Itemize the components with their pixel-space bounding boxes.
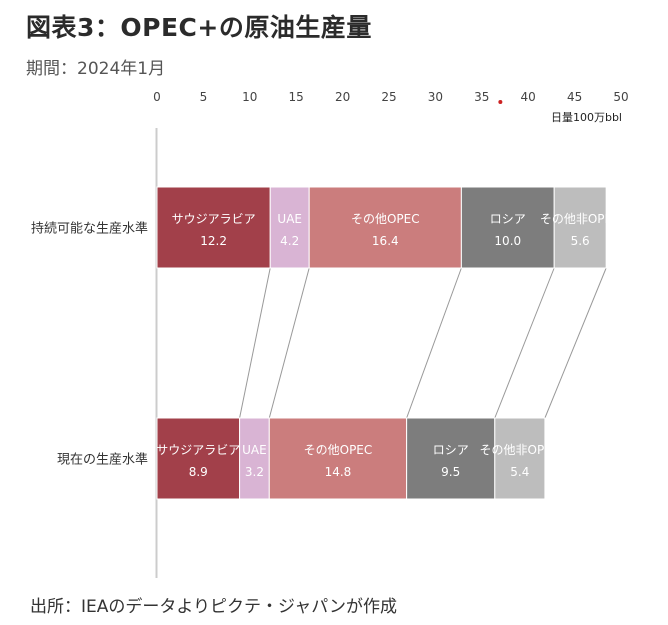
segment-name-label: UAE — [242, 443, 267, 457]
category-label: 現在の生産水準 — [57, 452, 148, 468]
bar-segment — [308, 186, 462, 269]
highlight-dot — [498, 100, 503, 104]
bar-segment — [494, 417, 546, 500]
segment-value-label: 8.9 — [189, 465, 208, 479]
category-label: 持続可能な生産水準 — [31, 221, 148, 237]
chart-source: 出所：IEAのデータよりピクテ・ジャパンが作成 — [30, 597, 398, 617]
bar-segment — [156, 186, 271, 269]
x-tick-label: 15 — [289, 90, 304, 104]
segment-name-label: その他非OPEC — [540, 212, 621, 226]
x-tick-label: 50 — [613, 90, 628, 104]
x-tick-label: 45 — [567, 90, 582, 104]
x-tick-label: 5 — [200, 90, 208, 104]
segment-value-label: 12.2 — [200, 234, 227, 248]
connector-line — [239, 267, 271, 419]
axis-unit-label: 日量100万bbl — [551, 111, 622, 124]
chart-title: 図表3：OPEC+の原油生産量 — [26, 13, 372, 42]
connector-line — [494, 267, 555, 419]
segment-name-label: ロシア — [490, 212, 526, 226]
bar-segment — [460, 186, 555, 269]
connector-line — [544, 267, 607, 419]
bar-segment — [239, 417, 270, 500]
bar-segment — [406, 417, 496, 500]
segment-name-label: その他OPEC — [351, 212, 420, 226]
x-tick-label: 25 — [381, 90, 396, 104]
bar-segment — [269, 186, 310, 269]
chart-period: 期間：2024年1月 — [26, 59, 166, 79]
x-tick-label: 35 — [474, 90, 489, 104]
segment-value-label: 5.6 — [571, 234, 590, 248]
x-tick-label: 20 — [335, 90, 350, 104]
segment-name-label: サウジアラビア — [156, 443, 240, 457]
segment-name-label: UAE — [277, 212, 302, 226]
segment-value-label: 10.0 — [494, 234, 521, 248]
segment-value-label: 16.4 — [372, 234, 399, 248]
segment-name-label: その他OPEC — [304, 443, 373, 457]
bar-segment — [156, 417, 241, 500]
bar-segment — [268, 417, 408, 500]
segment-value-label: 4.2 — [280, 234, 299, 248]
x-tick-label: 30 — [428, 90, 443, 104]
connector-line — [268, 267, 310, 419]
segment-value-label: 5.4 — [510, 465, 529, 479]
segment-value-label: 3.2 — [245, 465, 264, 479]
segment-name-label: サウジアラビア — [172, 212, 256, 226]
segment-value-label: 14.8 — [325, 465, 352, 479]
connector-line — [406, 267, 462, 419]
x-tick-label: 0 — [153, 90, 161, 104]
x-tick-label: 40 — [521, 90, 536, 104]
bar-segment — [553, 186, 607, 269]
x-tick-label: 10 — [242, 90, 257, 104]
segment-name-label: その他非OPEC — [480, 443, 561, 457]
segment-name-label: ロシア — [433, 443, 469, 457]
segment-value-label: 9.5 — [441, 465, 460, 479]
